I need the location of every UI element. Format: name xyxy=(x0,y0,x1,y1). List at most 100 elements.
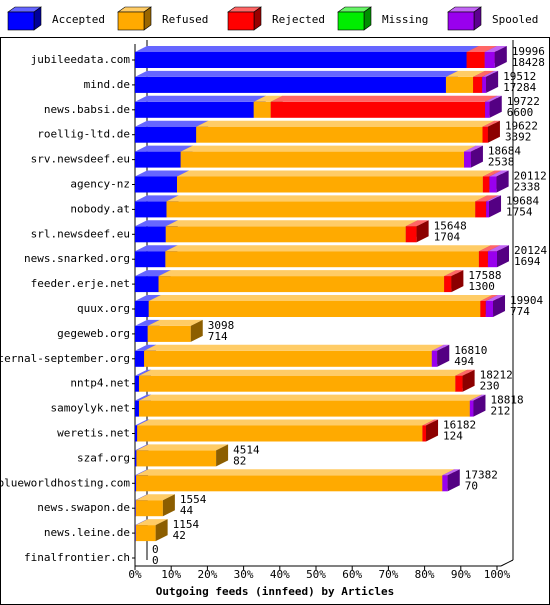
accepted-label: 1694 xyxy=(514,255,541,268)
bar-segment-top xyxy=(135,270,171,277)
bar-segment-top xyxy=(135,220,178,227)
x-tick-label: 60% xyxy=(342,568,362,581)
bar-segment-top xyxy=(135,120,209,127)
bar-segment xyxy=(135,425,138,442)
legend-swatch xyxy=(7,11,35,31)
accepted-label: 774 xyxy=(510,305,530,318)
bar-segment-side xyxy=(496,170,509,193)
x-tick-label: 90% xyxy=(451,568,471,581)
y-tick-label: blueworldhosting.com xyxy=(0,476,130,489)
accepted-label: 17284 xyxy=(503,81,536,94)
bar-segment-top xyxy=(485,95,502,102)
bar-segment-top xyxy=(135,419,150,426)
bar-segment xyxy=(445,76,474,93)
bar-segment xyxy=(444,276,452,293)
legend-swatch xyxy=(337,11,365,31)
bar-segment-top xyxy=(480,295,498,301)
accepted-label: 70 xyxy=(465,479,478,492)
bar-segment xyxy=(135,126,197,143)
offered-label: 18212 xyxy=(480,369,513,382)
accepted-label: 1300 xyxy=(468,280,495,293)
bar-segment-top xyxy=(444,270,464,277)
offered-label: 20124 xyxy=(514,244,547,257)
bar-segment-side xyxy=(497,245,509,268)
bar-segment-side xyxy=(416,220,429,243)
bar-segment xyxy=(455,375,463,392)
y-tick-label: quux.org xyxy=(77,302,130,315)
bar-segment xyxy=(489,176,497,193)
bar-segment xyxy=(431,350,438,367)
bar-segment xyxy=(138,375,456,392)
bar-segment-top xyxy=(138,369,468,376)
offered-label: 19622 xyxy=(505,120,538,133)
bar-segment-side xyxy=(447,469,460,492)
bar-segment-top xyxy=(196,120,495,127)
bar-segment-top xyxy=(455,369,475,376)
bar-segment-side xyxy=(462,369,475,392)
accepted-label: 2538 xyxy=(488,156,515,169)
bar-segment xyxy=(480,301,486,317)
bar-segment-top xyxy=(135,245,178,252)
bar-segment xyxy=(485,101,490,118)
bar-segment xyxy=(482,176,490,193)
bar-segment-top xyxy=(166,195,488,202)
bar-segment-top xyxy=(469,394,486,401)
bar-segment-side xyxy=(470,145,483,168)
offered-label: 19722 xyxy=(507,95,540,108)
bar-segment-top xyxy=(135,494,175,501)
bar-segment xyxy=(136,450,217,467)
legend-label: Missing xyxy=(382,13,428,26)
bar-segment xyxy=(135,500,163,517)
y-tick-label: eternal-september.org xyxy=(0,352,130,365)
offered-label: 3098 xyxy=(208,319,235,332)
bar-segment xyxy=(469,400,474,417)
bar-segment xyxy=(196,126,483,143)
bar-segment xyxy=(135,525,136,542)
accepted-label: 494 xyxy=(454,355,474,368)
bar-segment-top xyxy=(135,319,160,326)
x-tick-label: 70% xyxy=(378,568,398,581)
bar-segment xyxy=(485,301,494,317)
bar-segment-top xyxy=(158,270,457,277)
y-tick-label: nntp4.net xyxy=(70,377,130,390)
bar-segment-top xyxy=(135,195,179,202)
bar-segment-top xyxy=(135,145,193,152)
bar-segment xyxy=(486,201,490,218)
bar-segment-top xyxy=(405,220,429,227)
bar-segment xyxy=(466,52,485,68)
bar-segment-side xyxy=(155,519,168,542)
bar-segment xyxy=(135,251,166,268)
bar-segment-top xyxy=(135,295,161,301)
bar-segment-top xyxy=(487,245,509,252)
accepted-label: 3392 xyxy=(505,131,532,144)
bar-segment xyxy=(176,176,483,193)
bar-segment xyxy=(473,76,483,93)
bar-segment xyxy=(422,425,427,442)
bar-segment-side xyxy=(437,344,450,367)
bar-segment xyxy=(482,126,488,143)
bar-segment xyxy=(135,301,149,317)
bar-segment xyxy=(135,400,139,417)
y-tick-label: weretis.net xyxy=(57,427,130,440)
bar-segment xyxy=(138,400,470,417)
bar-segment-top xyxy=(165,220,418,227)
bar-segment-top xyxy=(135,170,189,177)
y-tick-label: mind.de xyxy=(84,78,130,91)
bar-segment xyxy=(487,251,497,268)
offered-label: 4514 xyxy=(233,443,260,456)
bar-segment xyxy=(158,276,445,293)
bar-segment-top xyxy=(422,419,439,426)
y-tick-label: news.babsi.de xyxy=(44,103,130,116)
bar-segment xyxy=(166,201,476,218)
accepted-label: 42 xyxy=(173,529,186,542)
bar-segment xyxy=(147,325,191,342)
bar-segment-side xyxy=(487,120,500,143)
bar-segment xyxy=(478,251,488,268)
y-tick-label: samoylyk.net xyxy=(51,402,130,415)
bar-segment-top xyxy=(464,145,483,152)
accepted-label: 18428 xyxy=(512,56,545,69)
bar-segment xyxy=(144,350,432,367)
bar-segment xyxy=(135,276,159,293)
bar-segment-top xyxy=(165,245,491,252)
